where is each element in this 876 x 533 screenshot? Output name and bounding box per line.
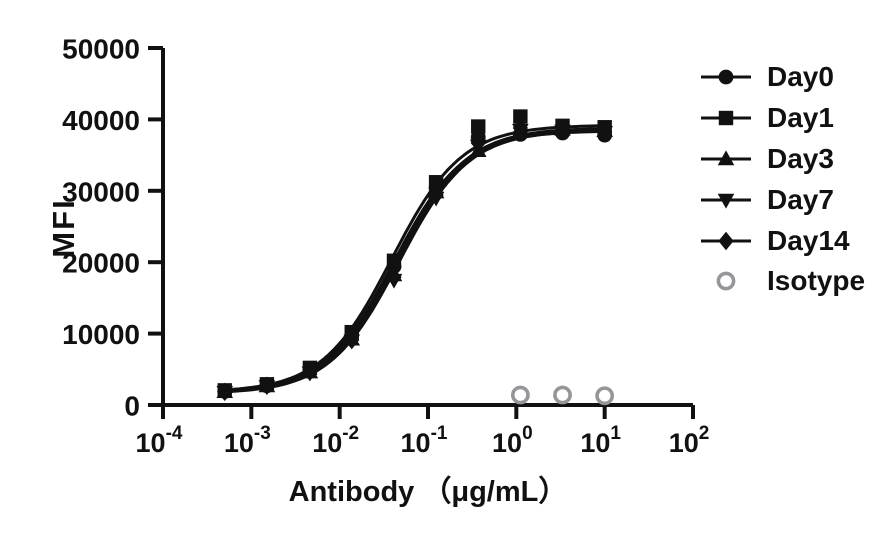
square-icon <box>701 110 751 126</box>
diamond-icon <box>701 231 751 250</box>
y-tick-label: 30000 <box>62 176 140 207</box>
open-circle-marker <box>595 386 615 406</box>
diamond-marker <box>259 376 275 395</box>
series-line-day14 <box>224 128 605 393</box>
series-line-day3 <box>224 127 605 393</box>
diamond-marker <box>217 382 233 401</box>
x-tick-label: 10-4 <box>136 423 183 458</box>
square-marker <box>718 110 734 126</box>
legend-item-label: Day14 <box>767 224 850 256</box>
diamond-marker <box>512 118 528 138</box>
diamond-marker <box>386 267 402 287</box>
square-marker <box>386 253 402 268</box>
triangle-up-marker <box>717 150 735 166</box>
circle-icon <box>701 69 751 85</box>
diamond-marker <box>597 122 613 141</box>
x-tick-label: 10-3 <box>224 423 271 458</box>
circle-marker <box>718 69 734 85</box>
legend-item-label: Day0 <box>767 61 834 93</box>
triangle-down-icon <box>701 193 751 209</box>
diamond-marker <box>718 231 734 250</box>
x-tick-label: 10-1 <box>401 423 448 458</box>
legend-item-label: Day7 <box>767 183 834 215</box>
diamond-marker <box>428 185 444 205</box>
y-tick-label: 40000 <box>62 105 140 136</box>
y-tick-label: 0 <box>124 391 140 422</box>
square-marker <box>471 119 486 134</box>
y-tick-label: 10000 <box>62 319 140 350</box>
x-axis-title: Antibody （μg/mL） <box>288 476 568 508</box>
diamond-marker <box>470 133 486 153</box>
open-circle-icon <box>716 271 736 291</box>
y-axis-title: MFI <box>46 198 81 258</box>
open-circle-marker <box>716 271 736 291</box>
legend-item-day14: Day14 <box>700 220 865 261</box>
y-tick-label: 50000 <box>62 34 140 65</box>
diamond-marker <box>302 362 318 381</box>
x-tick-label: 100 <box>492 423 533 458</box>
triangle-up-icon <box>701 150 751 166</box>
x-tick-label: 102 <box>669 423 710 458</box>
legend-item-day7: Day7 <box>700 179 865 220</box>
y-axis-ticks: 0 10000 20000 30000 40000 50000 <box>62 34 163 422</box>
series-markers-day1 <box>217 109 612 398</box>
legend-item-day3: Day3 <box>700 139 865 180</box>
series-markers-day7 <box>216 123 613 401</box>
legend-item-day1: Day1 <box>700 98 865 139</box>
diamond-marker <box>554 120 571 140</box>
legend-item-label: Isotype <box>767 265 866 297</box>
y-tick-label: 20000 <box>62 248 140 279</box>
square-marker <box>428 175 444 190</box>
series-markers-isotype <box>510 385 615 406</box>
open-circle-marker <box>553 385 572 405</box>
series-line-day7 <box>224 129 605 394</box>
triangle-down-marker <box>717 193 735 209</box>
legend-item-label: Day1 <box>767 102 834 134</box>
legend-item-isotype: Isotype <box>700 261 865 302</box>
legend-item-label: Day3 <box>767 142 834 174</box>
x-axis-ticks: 10-4 10-3 10-2 10-1 100 101 102 <box>136 405 710 458</box>
axis-spines <box>161 48 693 407</box>
series-markers-day14 <box>217 118 613 401</box>
axes <box>161 48 693 407</box>
open-circle-marker <box>510 385 530 405</box>
series-line-day0 <box>224 129 605 393</box>
x-tick-label: 10-2 <box>312 423 359 458</box>
series-markers-day0 <box>217 125 613 399</box>
x-tick-label: 101 <box>580 423 621 458</box>
legend: Day0 Day1 Day3 Day7 Day14 Isotype <box>700 57 865 302</box>
series-markers-day3 <box>216 120 613 398</box>
diamond-marker <box>344 330 360 350</box>
series-line-day1 <box>224 124 605 392</box>
legend-item-day0: Day0 <box>700 57 865 98</box>
square-marker <box>513 109 528 124</box>
